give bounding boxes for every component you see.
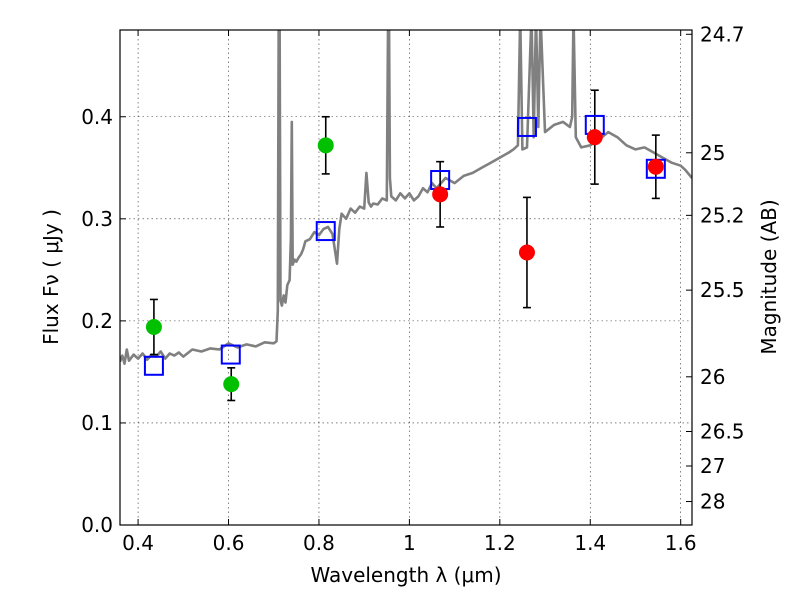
right-tick-label: 26.5 — [700, 420, 745, 444]
y-tick-label: 0.0 — [81, 513, 113, 537]
model-flux-square — [220, 344, 241, 365]
right-tick-label: 25.5 — [700, 278, 745, 302]
green-data-point — [317, 137, 334, 154]
y-tick-label: 0.3 — [81, 207, 113, 231]
model-flux-square — [315, 221, 336, 242]
spectrum-line — [120, 30, 692, 366]
green-data-point — [145, 319, 162, 335]
x-tick-label: 1.4 — [574, 531, 606, 555]
spectrum-layer — [120, 30, 692, 366]
plot-frame — [119, 29, 693, 526]
x-axis: 0.4 0.6 0.8 1 1.2 1.4 1.6 — [122, 30, 697, 555]
right-tick-label: 28 — [700, 490, 725, 514]
right-tick-label: 25.2 — [700, 203, 745, 227]
y-tick-label: 0.2 — [81, 309, 113, 333]
right-tick-label: 24.7 — [700, 22, 745, 46]
x-axis-label: Wavelength λ (μm) — [310, 563, 501, 587]
red-data-point — [518, 244, 535, 261]
y-tick-label: 0.4 — [81, 105, 113, 129]
x-tick-label: 0.4 — [122, 531, 154, 555]
right-axis-label: Magnitude (AB) — [757, 199, 781, 354]
red-data-point — [647, 158, 664, 175]
model-flux-square — [143, 355, 164, 376]
x-tick-label: 0.8 — [303, 531, 335, 555]
right-axis: 24.7 25 25.2 25.5 26 26.5 27 28 — [686, 22, 745, 514]
x-tick-label: 1.2 — [484, 531, 516, 555]
y-tick-label: 0.1 — [81, 411, 113, 435]
y-axis-label: Flux Fν ( μJy ) — [39, 209, 63, 345]
red-data-point — [586, 129, 603, 146]
model-flux-square — [516, 116, 537, 137]
y-axis: 0.0 0.1 0.2 0.3 0.4 — [81, 105, 126, 537]
right-tick-label: 27 — [700, 454, 725, 478]
right-tick-label: 25 — [700, 141, 725, 165]
x-tick-label: 1 — [403, 531, 416, 555]
marker-layer — [143, 114, 666, 393]
x-tick-label: 0.6 — [213, 531, 245, 555]
red-data-point — [432, 186, 449, 203]
x-tick-label: 1.6 — [665, 531, 697, 555]
green-data-point — [223, 376, 240, 393]
right-tick-label: 26 — [700, 365, 725, 389]
